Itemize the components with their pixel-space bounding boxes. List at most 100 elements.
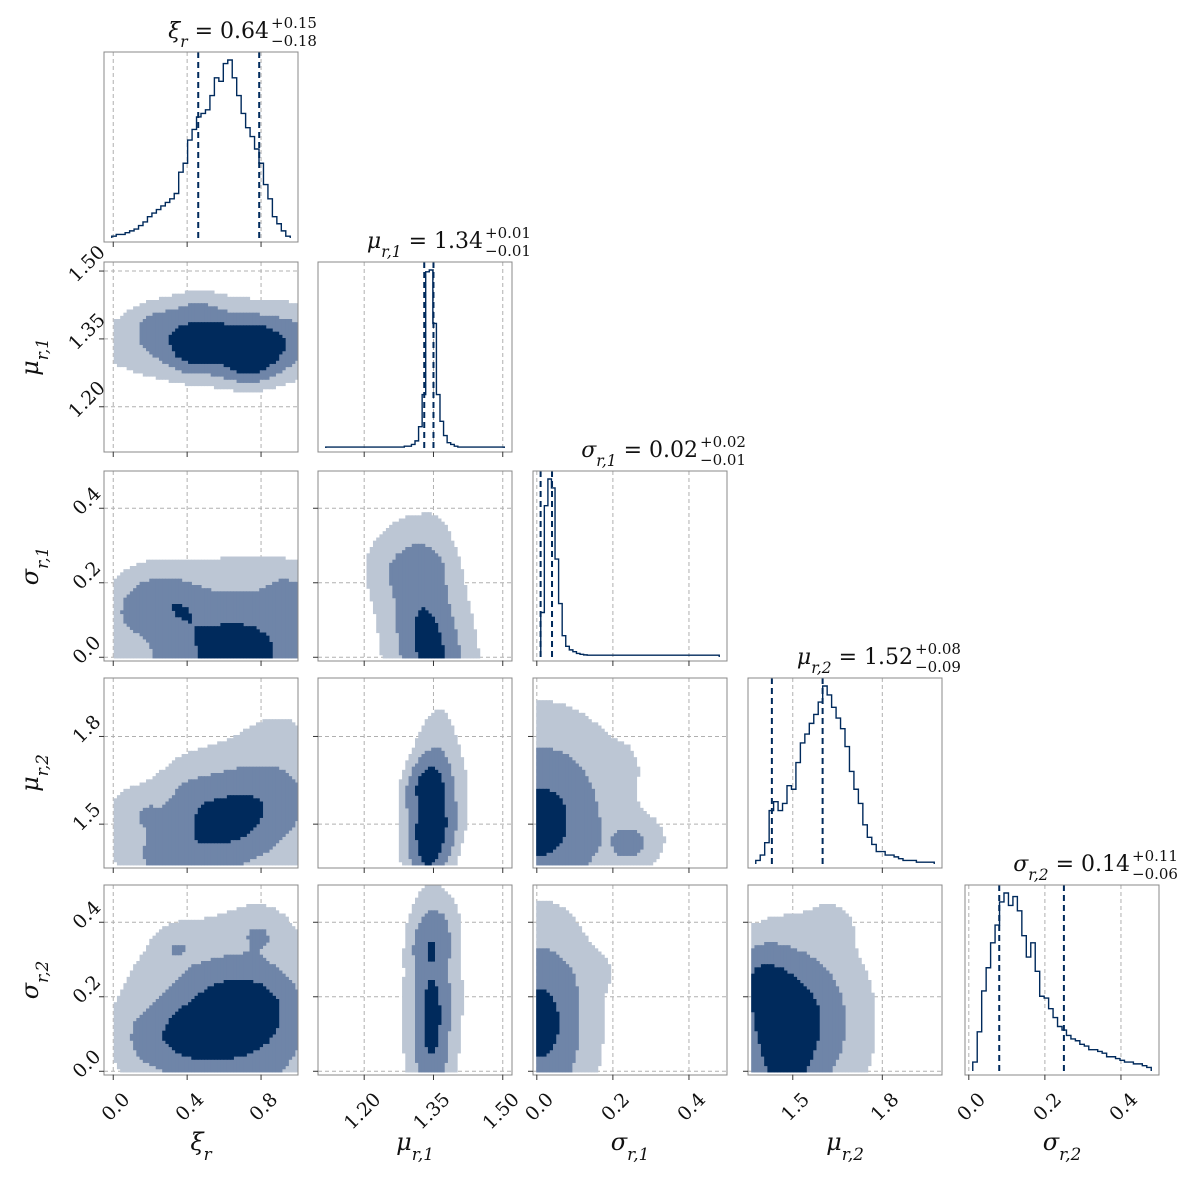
density-cell <box>243 591 247 659</box>
density-cell <box>142 319 147 349</box>
density-cell <box>175 788 179 866</box>
density-cell <box>542 989 547 1057</box>
density-cell <box>213 591 218 659</box>
title-minus: −0.01 <box>485 242 531 260</box>
density-cell <box>155 999 160 1070</box>
y-tick-label-4: 0.4 <box>68 897 105 934</box>
density-cell <box>822 967 827 1073</box>
density-cell <box>162 578 167 659</box>
density-cell <box>236 623 241 659</box>
density-cell <box>116 795 121 866</box>
density-cell <box>757 967 762 1044</box>
y-tick-label-2: 0.4 <box>68 483 105 520</box>
y-axis-label-3-subscript: r,2 <box>32 754 52 776</box>
x-tick-label-0: 0.8 <box>245 1089 282 1126</box>
panel-frame <box>103 51 299 243</box>
x-axis-label-0: ξr <box>190 1128 212 1164</box>
title-subscript: r,1 <box>596 452 616 470</box>
density-cell <box>207 626 212 659</box>
density-cell <box>129 309 134 371</box>
density-cell <box>539 989 544 1057</box>
density-cell <box>123 983 128 1073</box>
density-cell <box>226 623 231 659</box>
density-cell <box>604 731 608 866</box>
density-level-2 <box>168 322 286 374</box>
density-cell <box>434 986 439 1048</box>
panel-4-4: σr,2 = 0.14 +0.11−0.06 <box>964 847 1178 1080</box>
y-tick-label-2: 0.0 <box>68 632 105 669</box>
density-cell <box>819 964 823 1073</box>
panel-content <box>366 512 481 659</box>
density-cell <box>184 1005 189 1057</box>
density-cell <box>630 830 634 856</box>
density-cell <box>415 929 419 1063</box>
density-cell <box>415 785 419 796</box>
density-cell <box>620 741 625 866</box>
density-cell <box>450 776 455 847</box>
x-tick-label-2: 0.2 <box>597 1089 634 1126</box>
density-cell <box>285 319 289 368</box>
y-axis-label-2-subscript: r,1 <box>32 547 52 569</box>
density-cell <box>806 989 811 1067</box>
density-cell <box>233 795 238 841</box>
density-cell <box>133 1021 137 1051</box>
density-cell <box>389 524 393 659</box>
title-median: 0.02 <box>649 438 698 463</box>
panel-content <box>751 904 875 1073</box>
density-cell <box>463 769 468 831</box>
density-cell <box>617 741 621 866</box>
density-cell <box>427 980 432 1054</box>
x-axis-label-3-symbol: μ <box>826 1128 842 1156</box>
title-subscript: r <box>180 33 189 51</box>
density-cell <box>285 773 289 834</box>
density-cell <box>171 945 176 956</box>
density-cell <box>864 970 869 1073</box>
density-cell <box>120 315 124 368</box>
panel-3-3: μr,2 = 1.52 +0.08−0.09 <box>747 640 961 873</box>
density-cell <box>181 607 186 621</box>
density-cell <box>610 836 615 847</box>
density-cell <box>460 980 465 1016</box>
density-cell <box>136 785 141 866</box>
panel-frame <box>532 470 728 662</box>
density-cell <box>600 728 605 866</box>
x-tick-label-1: 1.50 <box>478 1089 523 1134</box>
title-minus: −0.01 <box>700 451 746 469</box>
density-cell <box>440 782 445 844</box>
density-cell <box>233 623 238 659</box>
y-axis-label-1-symbol: μ <box>16 360 44 376</box>
density-cell <box>376 537 381 634</box>
density-cell <box>662 836 667 844</box>
density-cell <box>421 543 426 659</box>
density-cell <box>402 976 406 1054</box>
density-cell <box>197 807 202 844</box>
y-axis-label-1: μr,1 <box>16 338 52 376</box>
density-cell <box>636 833 641 853</box>
panel-frame <box>747 884 943 1076</box>
panel-grid <box>536 471 690 661</box>
density-cell <box>210 801 215 844</box>
density-level-2 <box>751 964 820 1073</box>
density-cell <box>639 836 644 850</box>
density-cell <box>178 785 183 866</box>
density-cell <box>466 600 471 659</box>
density-cell <box>626 744 631 866</box>
density-cell <box>278 970 283 1073</box>
density-cell <box>415 763 419 866</box>
density-cell <box>142 1011 147 1063</box>
density-cell <box>568 757 573 866</box>
title-equals: = <box>617 438 649 463</box>
density-cell <box>171 1014 176 1051</box>
density-cell <box>226 325 231 368</box>
density-cell <box>372 540 377 615</box>
x-axis-label-1: μr,1 <box>396 1128 434 1164</box>
density-cell <box>239 795 244 837</box>
density-cell <box>201 804 205 844</box>
density-cell <box>249 795 254 831</box>
panel-3-2 <box>528 677 728 873</box>
panel-content <box>402 885 465 1073</box>
x-axis-label-1-subscript: r,1 <box>412 1144 434 1164</box>
density-cell <box>780 967 785 1073</box>
panel-title-4: σr,2 = 0.14 <box>1013 852 1130 884</box>
density-cell <box>197 626 202 659</box>
